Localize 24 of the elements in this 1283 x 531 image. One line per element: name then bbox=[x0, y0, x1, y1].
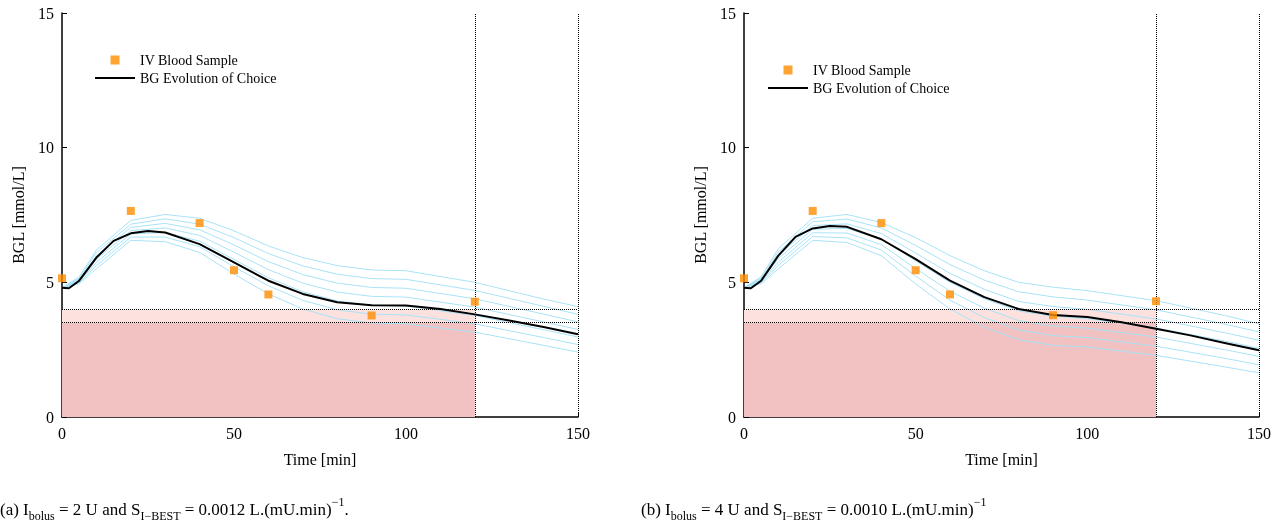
x-tick-label: 100 bbox=[1075, 424, 1100, 442]
legend-label: BG Evolution of Choice bbox=[140, 70, 277, 86]
x-tick-label: 50 bbox=[226, 424, 242, 442]
y-tick-label: 5 bbox=[46, 273, 54, 291]
x-tick-label: 100 bbox=[394, 424, 418, 442]
x-tick-label: 0 bbox=[740, 424, 748, 442]
x-tick-label: 150 bbox=[566, 424, 590, 442]
y-tick-label: 10 bbox=[720, 139, 736, 157]
x-axis-title: Time [min] bbox=[965, 450, 1038, 468]
x-tick-label: 50 bbox=[907, 424, 924, 442]
y-tick-label: 15 bbox=[720, 4, 736, 22]
y-tick-label: 0 bbox=[46, 408, 54, 426]
y-axis-title: BGL [mmol/L] bbox=[691, 166, 709, 264]
y-axis-title: BGL [mmol/L] bbox=[9, 166, 27, 264]
x-tick-label: 150 bbox=[1247, 424, 1271, 442]
x-tick-label: 0 bbox=[58, 424, 66, 442]
legend-label: BG Evolution of Choice bbox=[813, 80, 950, 96]
y-tick-label: 15 bbox=[38, 4, 54, 22]
legend-label: IV Blood Sample bbox=[140, 52, 238, 68]
legend-label: IV Blood Sample bbox=[813, 62, 911, 78]
y-tick-label: 10 bbox=[38, 139, 54, 157]
y-tick-label: 5 bbox=[728, 273, 736, 291]
y-tick-label: 0 bbox=[728, 408, 736, 426]
x-axis-title: Time [min] bbox=[283, 450, 357, 468]
